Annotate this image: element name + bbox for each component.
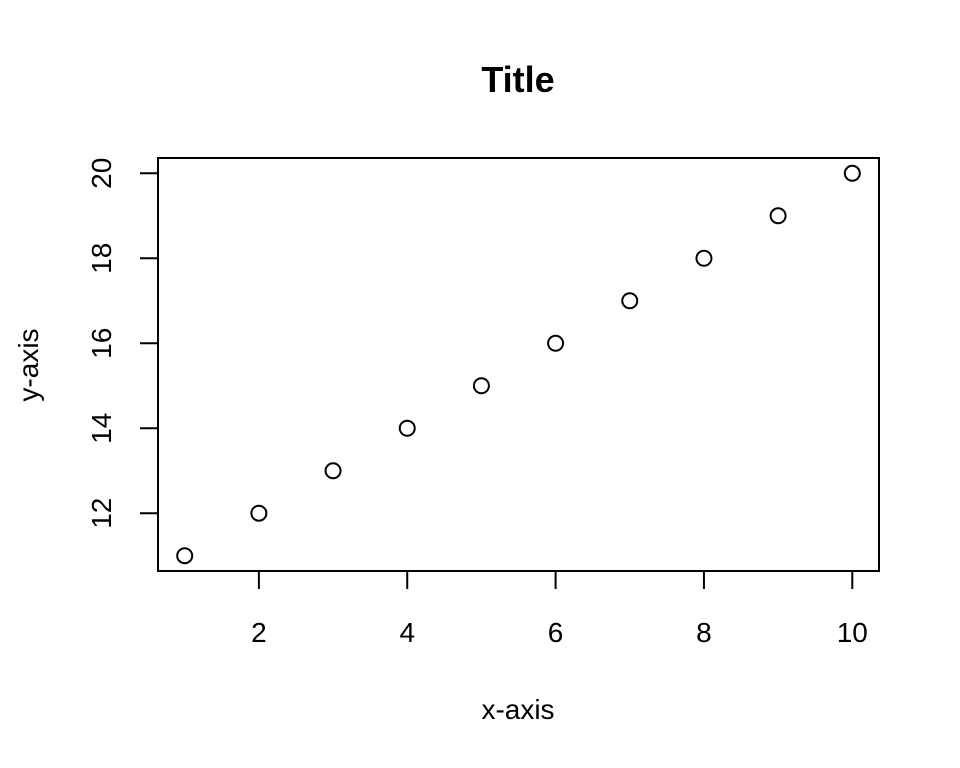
chart-title: Title: [481, 59, 554, 100]
x-tick-label: 4: [399, 617, 415, 648]
data-point: [843, 164, 861, 182]
y-axis: 12 14 16 18 20: [86, 158, 158, 529]
data-point: [324, 462, 342, 480]
plot-frame: [157, 157, 880, 572]
y-axis-label: y-axis: [13, 328, 44, 401]
x-tick-label: 10: [837, 617, 868, 648]
data-point: [398, 419, 416, 437]
data-point: [769, 207, 787, 225]
y-tick-label: 20: [86, 158, 117, 189]
data-point: [621, 292, 639, 310]
y-tick-label: 18: [86, 243, 117, 274]
y-tick-label: 16: [86, 328, 117, 359]
data-point: [472, 377, 490, 395]
x-tick-label: 6: [548, 617, 564, 648]
x-tick-label: 8: [696, 617, 712, 648]
y-tick-label: 12: [86, 498, 117, 529]
data-point: [547, 334, 565, 352]
x-tick-label: 2: [251, 617, 267, 648]
y-tick-label: 14: [86, 413, 117, 444]
data-point: [695, 249, 713, 267]
x-axis: 2 4 6 8 10: [251, 571, 868, 648]
data-point: [176, 547, 194, 565]
x-axis-label: x-axis: [481, 694, 554, 725]
data-points: [176, 164, 861, 565]
data-point: [250, 504, 268, 522]
